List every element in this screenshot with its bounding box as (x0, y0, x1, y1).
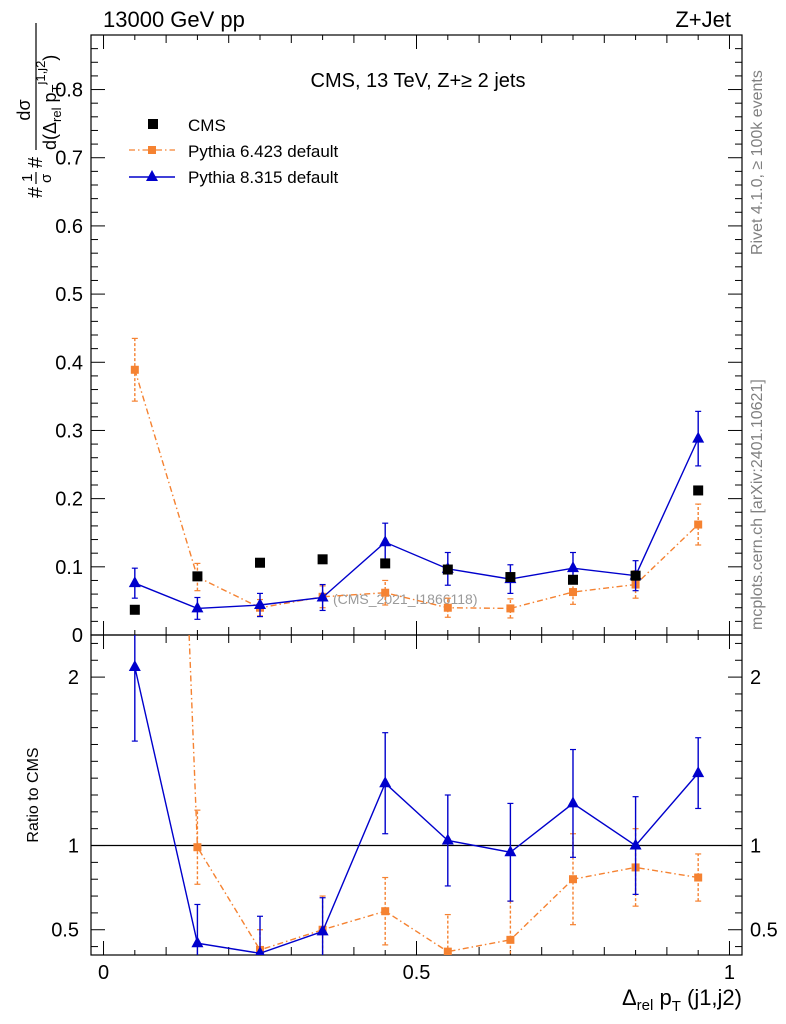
ratio-y-axis-label: Ratio to CMS (25, 747, 42, 842)
main-point-pythia-8-315-default (254, 598, 267, 609)
x-axis-label: Δrel pT (j1,j2) (622, 985, 742, 1015)
main-data-layer (128, 337, 705, 620)
ratio-point-pythia-8-315-default (692, 766, 705, 778)
ratio-point-pythia-8-315-default (191, 936, 204, 948)
legend: CMS Pythia 6.423 default Pythia 8.315 de… (129, 116, 339, 187)
ratio-ytick-label-left: 0.5 (51, 920, 79, 942)
ratio-point-pythia-8-315-default (316, 924, 329, 936)
main-ytick-label: 0.2 (55, 489, 83, 511)
main-plot-title: CMS, 13 TeV, Z+≥ 2 jets (311, 70, 526, 92)
main-line-pythia-8-315-default (134, 438, 699, 610)
ratio-ytick-label-left: 2 (68, 667, 79, 689)
main-point-cms (255, 557, 266, 568)
y-label-dsigma: dσ (14, 99, 34, 120)
ratio-point-pythia-8-315-default (629, 838, 642, 850)
legend-label-pythia8: Pythia 8.315 default (188, 168, 339, 187)
main-ytick-label: 0 (72, 625, 83, 647)
main-ytick-label: 0.8 (55, 80, 83, 102)
y-label-sigma: σ (38, 173, 55, 183)
legend-marker-pythia8 (146, 170, 158, 181)
ratio-ytick-label-right: 1 (750, 836, 761, 858)
main-point-pythia-8-315-default (379, 535, 392, 547)
y-label-hash-2: # (25, 156, 47, 168)
main-ytick-label: 0.1 (55, 557, 83, 579)
ratio-line-pythia-8-315-default (134, 666, 699, 955)
main-ytick-label: 0.6 (55, 216, 83, 238)
main-point-pythia-6-423-default (506, 604, 515, 613)
ratio-point-pythia-6-423-default (568, 875, 577, 884)
main-line-pythia-6-423-default (134, 369, 699, 610)
ratio-ytick-label-right: 0.5 (750, 920, 778, 942)
main-point-cms (505, 572, 516, 583)
main-point-cms (630, 570, 641, 581)
ratio-xtick-label: 0 (98, 962, 109, 984)
ratio-data-layer (128, 635, 705, 955)
main-y-axis-label: # 1 σ # dσ d(Δrel pTj1,j2) (14, 23, 64, 198)
main-point-pythia-6-423-default (694, 520, 703, 529)
mcplots-label: mcplots.cern.ch [arXiv:2401.10621] (749, 379, 766, 630)
ratio-point-pythia-8-315-default (379, 776, 392, 788)
main-point-pythia-6-423-default (381, 588, 390, 597)
legend-label-pythia6: Pythia 6.423 default (188, 142, 339, 161)
y-label-hash: # (25, 186, 47, 198)
y-label-one: 1 (19, 174, 36, 182)
ratio-point-pythia-8-315-default (128, 660, 141, 671)
main-point-cms (442, 564, 453, 575)
rivet-label: Rivet 4.1.0, ≥ 100k events (749, 70, 766, 255)
ratio-point-pythia-6-423-default (443, 947, 452, 955)
main-point-cms (693, 485, 704, 496)
main-point-cms (317, 554, 328, 565)
header-left: 13000 GeV pp (103, 7, 245, 32)
ratio-point-pythia-8-315-default (441, 833, 454, 845)
legend-marker-cms (148, 119, 158, 129)
main-point-cms (380, 558, 391, 569)
ratio-xtick-label: 1 (724, 962, 735, 984)
ratio-point-pythia-6-423-default (506, 935, 515, 944)
ratio-line-pythia-6-423-default (188, 635, 699, 953)
main-point-pythia-6-423-default (568, 588, 577, 597)
main-ytick-label: 0.4 (55, 352, 83, 374)
ratio-point-pythia-8-315-default (504, 845, 517, 857)
ratio-ytick-label-right: 2 (750, 667, 761, 689)
main-point-cms (129, 604, 140, 615)
main-point-pythia-8-315-default (316, 590, 329, 602)
main-point-pythia-8-315-default (566, 561, 579, 573)
main-point-pythia-8-315-default (692, 431, 705, 443)
legend-marker-pythia6 (148, 146, 156, 154)
main-ytick-label: 0.7 (55, 148, 83, 170)
header-right: Z+Jet (675, 7, 731, 32)
y-label-denominator: d(Δrel pTj1,j2) (33, 55, 64, 150)
analysis-watermark: (CMS_2021_I1866118) (333, 591, 478, 607)
ratio-ytick-label-left: 1 (68, 836, 79, 858)
ratio-xtick-label: 0.5 (403, 962, 431, 984)
main-ytick-label: 0.3 (55, 420, 83, 442)
main-point-cms (192, 571, 203, 582)
main-point-cms (567, 574, 578, 585)
ratio-point-pythia-6-423-default (381, 907, 390, 916)
main-point-pythia-6-423-default (443, 603, 452, 612)
main-ytick-label: 0.5 (55, 284, 83, 306)
main-point-pythia-6-423-default (130, 365, 139, 374)
ratio-point-pythia-8-315-default (566, 796, 579, 808)
ratio-point-pythia-8-315-default (255, 946, 265, 955)
main-point-pythia-8-315-default (191, 601, 204, 613)
main-axis-ticks: 0 0.1 0.2 0.3 0.4 0.5 0.6 0.7 0.8 (55, 35, 742, 647)
ratio-point-pythia-6-423-default (694, 873, 703, 882)
legend-label-cms: CMS (188, 116, 226, 135)
ratio-point-pythia-6-423-default (193, 843, 202, 852)
main-point-pythia-8-315-default (128, 576, 141, 588)
